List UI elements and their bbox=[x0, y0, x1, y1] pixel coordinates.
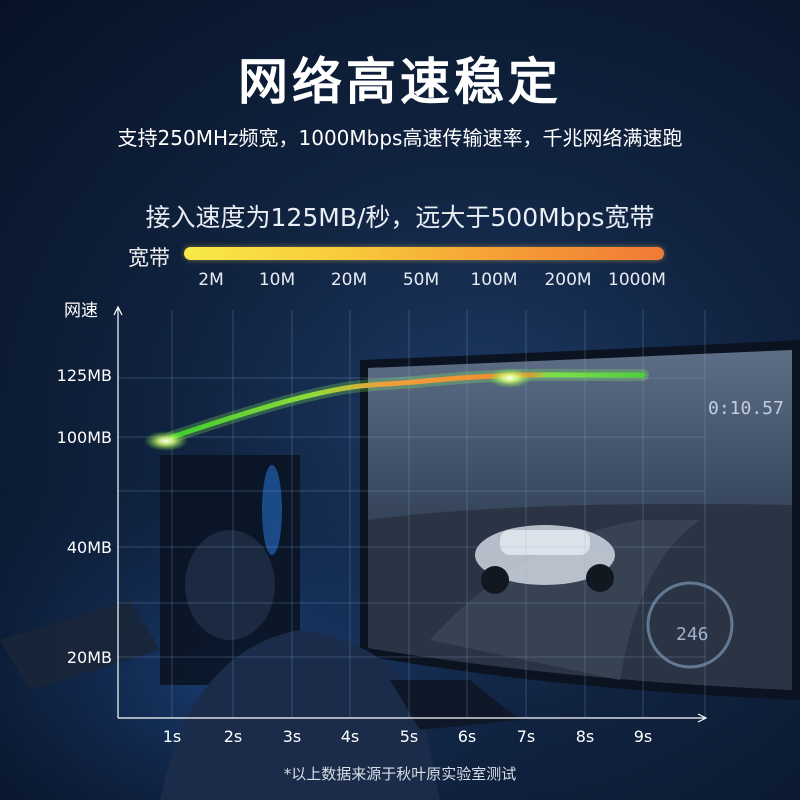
series-point bbox=[642, 374, 645, 377]
bandwidth-tick: 2M bbox=[198, 270, 224, 290]
page-title: 网络高速稳定 bbox=[238, 53, 562, 111]
bandwidth-tick: 20M bbox=[330, 270, 368, 290]
y-tick-label: 125MB bbox=[57, 366, 112, 385]
bandwidth-tick: 10M bbox=[258, 270, 296, 290]
y-tick-label: 20MB bbox=[67, 648, 112, 667]
y-axis-arrow bbox=[113, 305, 123, 316]
chart-labels: 网速 20MB 40MB 100MB 125MB 1s 2s 3s 4s 5s 6s 7s 8s 9s bbox=[57, 301, 653, 746]
series-point bbox=[408, 381, 411, 384]
svg-text:246: 246 bbox=[676, 624, 709, 645]
x-tick-label: 6s bbox=[458, 727, 477, 746]
speed-note: 接入速度为125MB/秒，远大于500Mbps宽带 bbox=[145, 203, 655, 232]
series-point bbox=[584, 374, 587, 377]
y-axis-title: 网速 bbox=[64, 301, 98, 321]
x-tick-label: 2s bbox=[224, 727, 243, 746]
x-tick-label: 3s bbox=[283, 727, 302, 746]
x-tick-label: 7s bbox=[517, 727, 536, 746]
bandwidth-label: 宽带 bbox=[128, 246, 170, 270]
svg-text:0:10.57: 0:10.57 bbox=[708, 398, 784, 419]
data-source-footnote: *以上数据来源于秋叶原实验室测试 bbox=[283, 765, 517, 783]
series-point bbox=[349, 386, 352, 389]
series-point bbox=[466, 376, 469, 379]
x-axis-arrow bbox=[697, 713, 708, 723]
y-tick-label: 40MB bbox=[67, 538, 112, 557]
series-point bbox=[232, 416, 235, 419]
x-tick-label: 5s bbox=[400, 727, 419, 746]
page-subtitle: 支持250MHz频宽，1000Mbps高速传输速率，千兆网络满速跑 bbox=[117, 126, 683, 150]
y-tick-label: 100MB bbox=[57, 428, 112, 447]
highlight-glow bbox=[488, 368, 532, 388]
bandwidth-tick: 1000M bbox=[608, 270, 666, 290]
series-line bbox=[169, 372, 646, 440]
bandwidth-tick: 50M bbox=[402, 270, 440, 290]
x-tick-label: 9s bbox=[634, 727, 653, 746]
chart-series bbox=[144, 368, 649, 451]
bandwidth-tick: 100M bbox=[470, 270, 518, 290]
x-tick-label: 8s bbox=[576, 727, 595, 746]
chart-axes bbox=[113, 305, 708, 723]
bandwidth-gradient-bar bbox=[184, 247, 664, 260]
x-tick-label: 1s bbox=[163, 727, 182, 746]
x-tick-label: 4s bbox=[341, 727, 360, 746]
highlight-glow bbox=[144, 431, 188, 451]
bandwidth-tick: 200M bbox=[544, 270, 592, 290]
series-point bbox=[291, 398, 294, 401]
